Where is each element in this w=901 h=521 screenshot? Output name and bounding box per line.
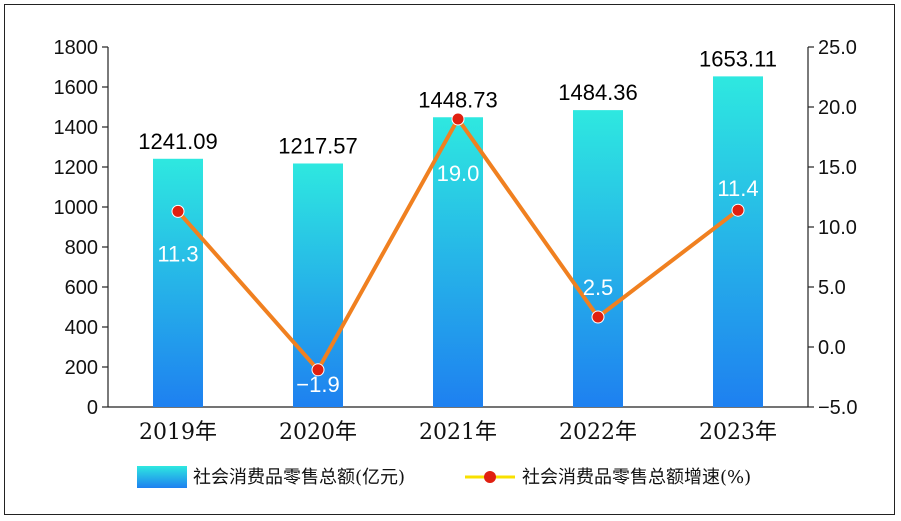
y-right-tick-label: 5.0 xyxy=(818,277,846,299)
legend-line-marker xyxy=(484,471,496,483)
growth-point xyxy=(731,203,745,217)
y-right-tick-label: 20.0 xyxy=(818,97,857,119)
y-left-tick-label: 600 xyxy=(65,277,98,299)
y-left-tick-label: 200 xyxy=(65,357,98,379)
growth-value-label: −1.9 xyxy=(296,372,339,397)
growth-value-label: 11.3 xyxy=(157,241,198,266)
x-tick-label: 2021年 xyxy=(419,420,497,445)
growth-point xyxy=(451,112,465,126)
y-left-tick-label: 1200 xyxy=(54,157,99,179)
bar-value-label: 1448.73 xyxy=(418,87,498,112)
y-right-tick-label: 15.0 xyxy=(818,157,857,179)
bar-value-label: 1484.36 xyxy=(558,80,638,105)
y-left-tick-label: 800 xyxy=(65,237,98,259)
chart-frame xyxy=(4,4,895,515)
growth-value-label: 11.4 xyxy=(717,176,758,201)
x-tick-label: 2022年 xyxy=(559,420,637,445)
y-right-tick-label: −5.0 xyxy=(818,397,857,419)
bar xyxy=(433,117,483,407)
growth-value-label: 19.0 xyxy=(437,161,480,186)
x-tick-label: 2019年 xyxy=(139,420,217,445)
x-tick-label: 2023年 xyxy=(699,420,777,445)
bar-value-label: 1241.09 xyxy=(138,129,218,154)
y-left-tick-label: 0 xyxy=(87,397,98,419)
legend-bar-label: 社会消费品零售总额(亿元) xyxy=(193,467,405,488)
bar-value-label: 1653.11 xyxy=(699,46,777,71)
growth-point xyxy=(591,310,605,324)
y-left-tick-label: 1400 xyxy=(54,117,99,139)
bar xyxy=(153,158,203,407)
bar xyxy=(713,76,763,408)
growth-point xyxy=(311,363,325,377)
y-right-tick-label: 10.0 xyxy=(818,217,857,239)
y-left-tick-label: 1800 xyxy=(54,37,99,59)
x-tick-label: 2020年 xyxy=(279,420,357,445)
y-left-tick-label: 400 xyxy=(65,317,98,339)
y-left-tick-label: 1000 xyxy=(54,197,99,219)
growth-point xyxy=(171,204,185,218)
bar-value-label: 1217.57 xyxy=(278,133,358,158)
y-left-tick-label: 1600 xyxy=(54,77,99,99)
y-right-tick-label: 0.0 xyxy=(818,337,846,359)
growth-value-label: 2.5 xyxy=(583,275,614,300)
legend: 社会消费品零售总额(亿元) 社会消费品零售总额增速(%) xyxy=(137,466,751,488)
legend-bar-swatch xyxy=(137,466,187,488)
legend-line-label: 社会消费品零售总额增速(%) xyxy=(522,467,751,488)
y-right-tick-label: 25.0 xyxy=(818,37,857,59)
bar xyxy=(573,110,623,408)
